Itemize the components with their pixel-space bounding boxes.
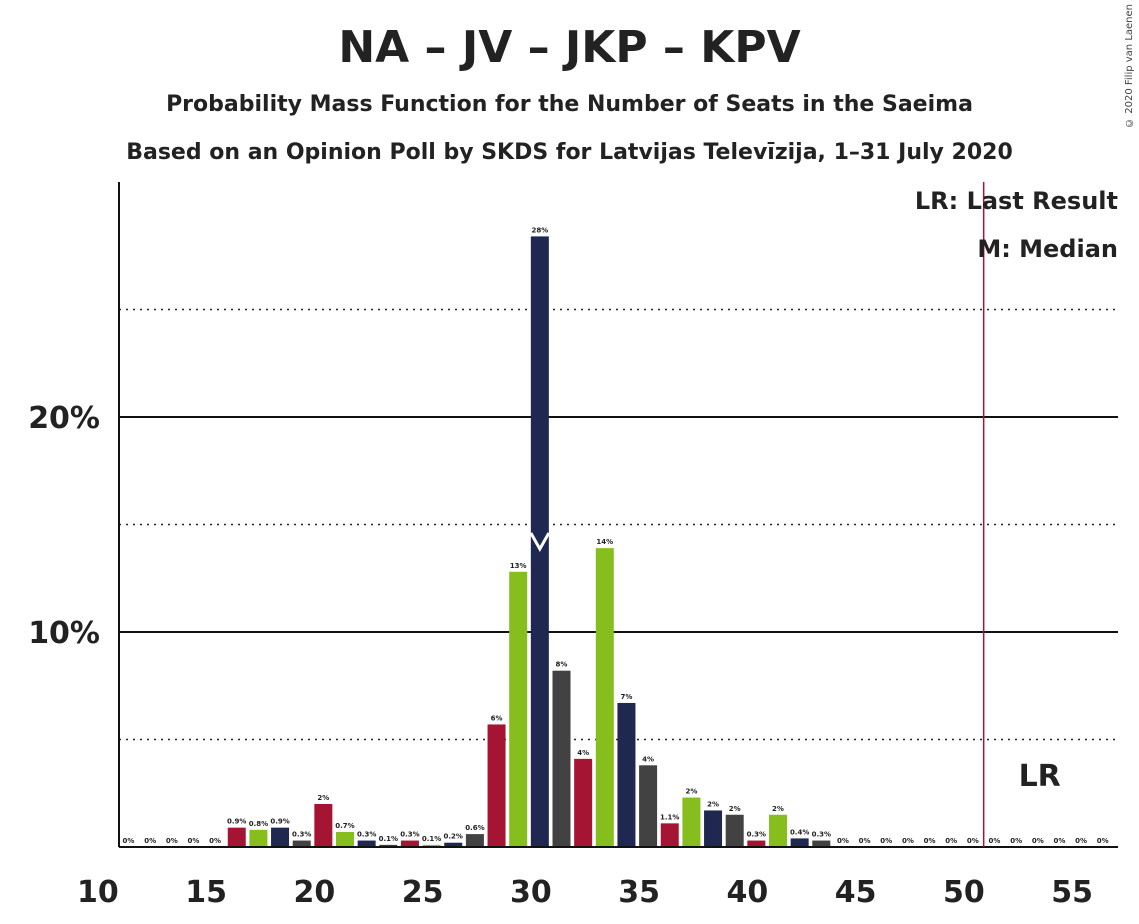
bar-label-seat-25: 0.1% xyxy=(422,835,441,843)
bar-seat-43 xyxy=(812,840,831,847)
last-result-label: LR xyxy=(1019,759,1061,794)
bar-seat-17 xyxy=(249,829,268,847)
bar-label-seat-24: 0.3% xyxy=(400,831,419,839)
bar-label-seat-32: 4% xyxy=(577,749,589,757)
bar-labels: 0% 0% 0% 0% 0%0.9% 0.8% 0.9%0.3%2%0.7%0.3%0.1%… xyxy=(123,226,1109,845)
bar-label-seat-52: 0% xyxy=(1010,837,1022,845)
bar-seat-18 xyxy=(271,827,290,847)
bar-seat-23 xyxy=(379,844,398,847)
bar-label-seat-30: 28% xyxy=(531,226,548,234)
x-tick-55: 55 xyxy=(1051,875,1093,910)
bar-label-seat-31: 8% xyxy=(556,661,568,669)
bars xyxy=(227,236,831,847)
bar-label-seat-42: 0.4% xyxy=(790,828,809,836)
bar-seat-26 xyxy=(444,842,463,847)
x-tick-10: 10 xyxy=(77,875,119,910)
bar-seat-42 xyxy=(790,838,809,847)
bar-label-seat-47: 0% xyxy=(902,837,914,845)
bar-label-seat-17: 0.8% xyxy=(249,820,268,828)
chart-title: NA – JV – JKP – KPV xyxy=(338,22,801,73)
bar-label-seat-18: 0.9% xyxy=(270,818,289,826)
bar-label-seat-34: 7% xyxy=(621,693,633,701)
x-tick-50: 50 xyxy=(943,875,985,910)
x-tick-35: 35 xyxy=(618,875,660,910)
bar-seat-22 xyxy=(357,840,376,847)
bar-seat-28 xyxy=(487,724,506,847)
bar-label-seat-38: 2% xyxy=(707,800,719,808)
bar-label-seat-37: 2% xyxy=(685,788,697,796)
x-tick-40: 40 xyxy=(726,875,768,910)
y-tick-10: 10% xyxy=(28,616,100,651)
bar-label-seat-28: 6% xyxy=(491,714,503,722)
bar-label-seat-29: 13% xyxy=(510,562,527,570)
bar-label-seat-14: 0% xyxy=(188,837,200,845)
legend-median: M: Median xyxy=(977,235,1118,263)
grid-lines xyxy=(119,308,1118,741)
bar-label-seat-45: 0% xyxy=(859,837,871,845)
bar-label-seat-15: 0% xyxy=(209,837,221,845)
bar-label-seat-48: 0% xyxy=(924,837,936,845)
bar-label-seat-43: 0.3% xyxy=(812,831,831,839)
bar-label-seat-49: 0% xyxy=(945,837,957,845)
bar-label-seat-33: 14% xyxy=(596,538,613,546)
bar-label-seat-39: 2% xyxy=(729,805,741,813)
bar-label-seat-11: 0% xyxy=(123,837,135,845)
bar-label-seat-36: 1.1% xyxy=(660,813,679,821)
bar-seat-36 xyxy=(660,823,679,847)
bar-seat-35 xyxy=(639,765,658,847)
bar-label-seat-53: 0% xyxy=(1032,837,1044,845)
bar-seat-41 xyxy=(769,814,787,847)
bar-seat-25 xyxy=(422,844,441,847)
bar-label-seat-54: 0% xyxy=(1054,837,1066,845)
median-marker xyxy=(529,532,551,553)
bar-label-seat-19: 0.3% xyxy=(292,831,311,839)
legend-last-result: LR: Last Result xyxy=(915,187,1118,215)
bar-seat-31 xyxy=(552,670,571,847)
bar-label-seat-13: 0% xyxy=(166,837,178,845)
bar-label-seat-22: 0.3% xyxy=(357,831,376,839)
bar-seat-38 xyxy=(704,810,723,847)
bar-seat-39 xyxy=(725,814,744,847)
bar-seat-37 xyxy=(682,797,701,847)
bar-seat-20 xyxy=(314,804,333,847)
bar-seat-21 xyxy=(336,831,354,847)
bar-label-seat-27: 0.6% xyxy=(465,824,484,832)
axes: 10 15 20 25 30 35 40 45 50 55 10% 20% xyxy=(28,182,1118,910)
y-tick-20: 20% xyxy=(28,401,100,436)
bar-label-seat-44: 0% xyxy=(837,837,849,845)
bar-label-seat-55: 0% xyxy=(1075,837,1087,845)
bar-seat-19 xyxy=(292,840,311,847)
bar-label-seat-50: 0% xyxy=(967,837,979,845)
bar-label-seat-16: 0.9% xyxy=(227,818,246,826)
bar-seat-33 xyxy=(595,548,614,847)
x-tick-15: 15 xyxy=(185,875,227,910)
bar-seat-40 xyxy=(747,840,766,847)
overlay-markers: LR xyxy=(529,182,1061,847)
bar-seat-29 xyxy=(509,571,528,847)
bar-seat-16 xyxy=(227,827,246,847)
bar-label-seat-12: 0% xyxy=(144,837,156,845)
bar-label-seat-35: 4% xyxy=(642,755,654,763)
bar-label-seat-51: 0% xyxy=(989,837,1001,845)
x-tick-45: 45 xyxy=(835,875,877,910)
chart-subtitle: Probability Mass Function for the Number… xyxy=(166,92,973,117)
bar-seat-24 xyxy=(400,840,419,847)
x-tick-25: 25 xyxy=(402,875,444,910)
bar-seat-34 xyxy=(617,702,636,847)
x-tick-30: 30 xyxy=(510,875,552,910)
bar-label-seat-40: 0.3% xyxy=(747,831,766,839)
bar-label-seat-23: 0.1% xyxy=(379,835,398,843)
chart-subtitle-source: Based on an Opinion Poll by SKDS for Lat… xyxy=(126,140,1013,165)
bar-seat-32 xyxy=(574,758,593,847)
bar-label-seat-26: 0.2% xyxy=(444,833,463,841)
bar-label-seat-20: 2% xyxy=(317,794,329,802)
bar-label-seat-56: 0% xyxy=(1097,837,1109,845)
bar-seat-27 xyxy=(465,834,484,847)
bar-label-seat-41: 2% xyxy=(772,805,784,813)
bar-seat-30 xyxy=(530,236,549,847)
bar-label-seat-21: 0.7% xyxy=(335,822,354,830)
bar-label-seat-46: 0% xyxy=(880,837,892,845)
x-tick-20: 20 xyxy=(293,875,335,910)
